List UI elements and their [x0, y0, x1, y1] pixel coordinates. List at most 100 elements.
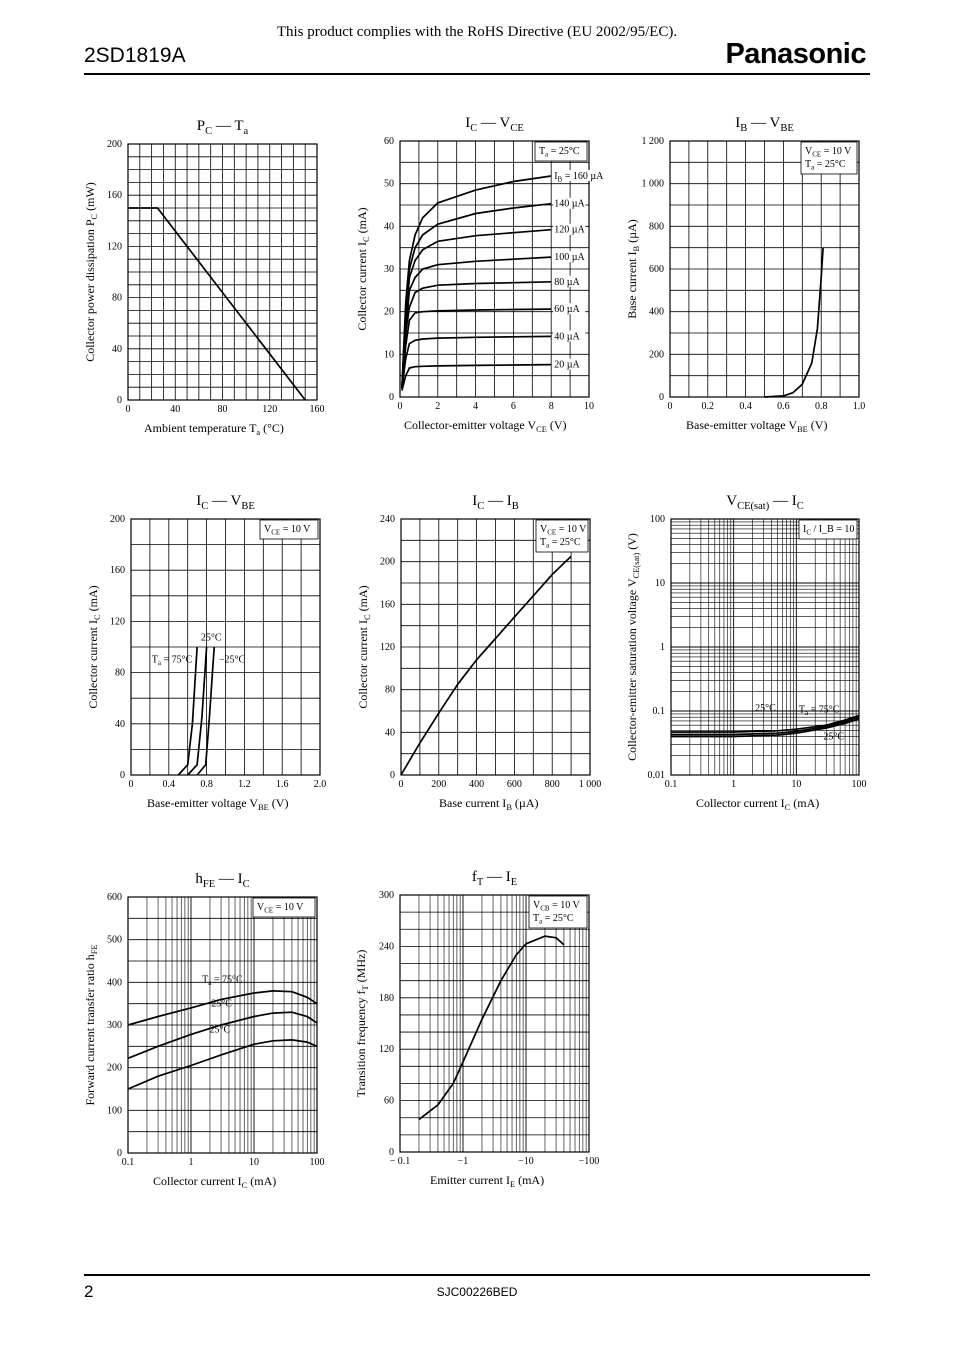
y-tick-label: 200	[110, 514, 125, 525]
legend-frame	[534, 141, 588, 162]
x-tick-label: 0.6	[777, 401, 790, 412]
y-tick-label: 160	[380, 599, 395, 610]
annotation-label: Ta​ = 75°C	[152, 654, 193, 667]
x-tick-label: 10	[791, 779, 801, 790]
y-tick-label: 180	[379, 993, 394, 1004]
series-label-bg	[553, 303, 586, 315]
annotation-label: Ta​ = 75°C	[202, 974, 243, 987]
series-line	[764, 247, 824, 398]
x-tick-label: − 0.1	[390, 1156, 411, 1167]
rohs-compliance-note: This product complies with the RoHS Dire…	[276, 24, 678, 40]
y-tick-label: 120	[380, 642, 395, 653]
plot-frame	[670, 518, 860, 776]
series-label: 80 µA	[554, 277, 580, 288]
x-axis-label: Collector current IC​ (mA)	[153, 1174, 276, 1190]
x-tick-label: 2.0	[314, 779, 327, 790]
x-tick-label: 0	[398, 401, 403, 412]
footer-rule	[84, 1274, 870, 1276]
legend-box: Ta​ = 25°C	[534, 141, 588, 162]
plot-frame	[127, 143, 318, 401]
x-tick-label: 0.2	[702, 401, 715, 412]
brand-logo: Panasonic	[725, 38, 866, 70]
y-tick-label: 0.1	[653, 706, 666, 717]
x-tick-label: 4	[473, 401, 478, 412]
legend-entry: Ta​ = 25°C	[533, 913, 574, 926]
y-axis-label: Collector-emitter saturation voltage VCE…	[625, 533, 641, 761]
legend-frame	[259, 519, 319, 540]
legend-frame	[528, 895, 588, 929]
annotation-label: Ta​ = 75°C	[799, 704, 840, 717]
series-line	[401, 363, 552, 391]
y-tick-label: 0	[120, 770, 125, 781]
x-tick-label: 10	[249, 1157, 259, 1168]
x-tick-label: 100	[310, 1157, 325, 1168]
x-tick-label: 0.1	[122, 1157, 135, 1168]
y-axis-label: Base current IB​ (µA)	[625, 219, 641, 318]
x-tick-label: −100	[579, 1156, 600, 1167]
y-tick-label: 80	[385, 685, 395, 696]
series-label: IB​ = 160 µA	[554, 171, 604, 184]
x-axis-label: Base-emitter voltage VBE​ (V)	[147, 796, 288, 812]
y-tick-label: 40	[115, 719, 125, 730]
y-tick-label: 200	[380, 557, 395, 568]
annotation-label: 25°C	[755, 703, 776, 714]
y-tick-label: 0.01	[648, 770, 666, 781]
annotation-label: −25°C	[818, 731, 845, 742]
legend-frame	[535, 519, 589, 553]
series-label: 140 µA	[554, 199, 585, 210]
chart-title: PC​ — Ta​	[197, 118, 249, 137]
y-tick-label: 40	[385, 727, 395, 738]
series-line	[401, 308, 552, 389]
legend-entry: VCE​ = 10 V	[264, 524, 311, 537]
series-label-bg	[553, 197, 586, 209]
series-line	[401, 335, 552, 389]
y-tick-label: 40	[112, 344, 122, 355]
series-line	[127, 990, 318, 1026]
x-tick-label: 0	[129, 779, 134, 790]
y-tick-label: 60	[384, 136, 394, 147]
legend-entry: Ta​ = 25°C	[540, 537, 581, 550]
x-tick-label: 0.8	[815, 401, 828, 412]
series-label-bg	[553, 330, 586, 342]
x-tick-label: 100	[852, 779, 867, 790]
series-line	[671, 716, 860, 736]
y-tick-label: 80	[112, 293, 122, 304]
x-tick-label: 0.1	[665, 779, 678, 790]
x-axis-label: Base-emitter voltage VBE​ (V)	[686, 418, 827, 434]
series-label-bg	[553, 275, 586, 287]
x-tick-label: 0	[668, 401, 673, 412]
x-tick-label: 600	[507, 779, 522, 790]
chart-title: IB​ — VBE​	[735, 115, 794, 134]
y-tick-label: 1 000	[642, 179, 665, 190]
y-axis-label: Transition frequency fT​ (MHz)	[354, 950, 370, 1098]
x-tick-label: 0.4	[163, 779, 176, 790]
series-line	[401, 228, 552, 389]
series-line	[671, 714, 860, 733]
x-tick-label: 0.8	[200, 779, 213, 790]
annotation-label: −25°C	[219, 654, 246, 665]
y-tick-label: 10	[655, 578, 665, 589]
y-tick-label: 30	[384, 264, 394, 275]
legend-entry: VCB​ = 10 V	[533, 900, 581, 913]
legend-entry: VCE​ = 10 V	[257, 902, 304, 915]
chart-title: IC​ — VBE​	[196, 493, 255, 512]
legend-box: IC​ / I_B = 10	[798, 519, 858, 540]
x-tick-label: 0	[399, 779, 404, 790]
series-label: 120 µA	[554, 225, 585, 236]
legend-frame	[800, 141, 858, 175]
legend-box: VCE​ = 10 V	[259, 519, 319, 540]
y-tick-label: 40	[384, 221, 394, 232]
x-tick-label: −1	[458, 1156, 469, 1167]
series-line	[187, 646, 208, 776]
x-axis-label: Base current IB​ (µA)	[439, 796, 538, 812]
series-label: 20 µA	[554, 360, 580, 371]
series-line	[418, 935, 565, 1121]
x-axis-label: Ambient temperature Ta​ (°C)	[144, 421, 284, 437]
